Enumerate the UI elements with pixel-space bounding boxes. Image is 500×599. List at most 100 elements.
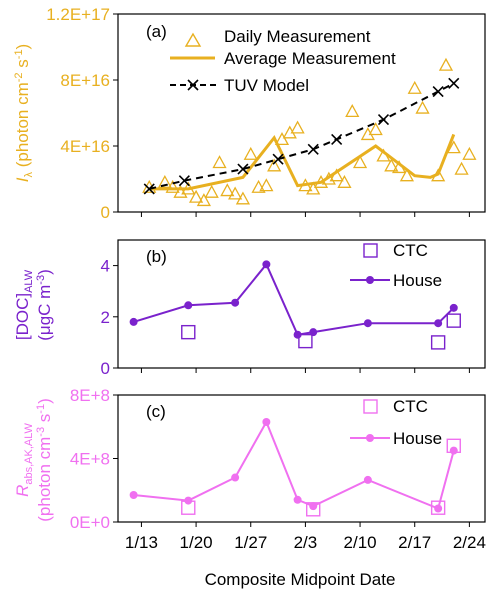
data-point [415,100,430,114]
data-point [165,179,180,193]
data-point [448,77,460,89]
data-point [235,191,251,205]
data-point [251,179,266,193]
legend-label-ctc-c: CTC [393,397,428,416]
legend-marker-ctc-b [363,243,378,258]
panel-label-b: (b) [146,247,167,266]
marks-a [142,57,477,207]
y-tick-label: 0E+0 [70,513,110,532]
data-point [331,133,343,145]
data-point [309,502,318,511]
data-point [430,500,446,515]
data-point [462,146,477,160]
data-point [231,298,240,307]
x-axis-title: Composite Midpoint Date [205,570,396,589]
y-ticks-a: 0 4E+16 8E+16 1.2E+17 [46,5,470,222]
data-point [306,181,321,195]
plot-frame-a [117,13,486,213]
data-point [262,417,271,426]
data-point [243,146,258,160]
marks-b [129,260,461,350]
data-point [129,491,138,500]
data-point [212,155,227,169]
panel-label-c: (c) [146,402,166,421]
data-point [204,184,219,198]
y-axis-title-a: Iλ (photon cm-2 s-1) [13,44,35,182]
data-point [181,324,196,340]
legend-label-house-c: House [393,429,442,448]
data-point [259,178,274,192]
data-point [454,161,469,175]
data-point [434,504,443,513]
data-point [228,186,243,200]
y-tick-label: 1.2E+17 [46,5,110,24]
legend-marker-ctc-c [363,399,378,414]
data-point [430,335,446,350]
data-point [178,175,190,187]
data-point [407,80,422,94]
series-line [149,133,456,191]
legend-label-average: Average Measurement [224,49,396,68]
data-point [446,313,461,328]
data-point [290,120,305,134]
data-point [129,317,138,326]
legend-dot-house-b [366,276,374,284]
data-point [368,122,383,136]
data-point [363,319,372,328]
y-tick-label: 4 [101,257,110,276]
data-point [449,303,458,312]
marks-c [129,417,461,517]
data-point [272,153,284,165]
data-point [293,495,302,504]
y-tick-label: 4E+8 [70,450,110,469]
y-tick-label: 2 [101,308,110,327]
legend-marker-tuv [170,79,216,91]
data-point [188,189,204,203]
data-point [220,183,235,197]
data-point [142,179,157,193]
panel-a: (a) 0 4E+16 8E+16 1.2E+17 Daily Measurement… [13,5,486,222]
data-point [363,475,372,484]
legend-dot-house-c [366,434,374,442]
data-point [157,174,172,188]
legend-b: CTC House [350,241,442,290]
panel-label-a: (a) [146,22,167,41]
data-point [438,57,454,71]
data-point [267,158,282,172]
data-point [309,328,318,337]
data-point [143,183,155,195]
legend-label-daily: Daily Measurement [224,27,371,46]
data-point [231,473,240,482]
data-point [262,260,271,269]
y-tick-label: 8E+8 [70,386,110,405]
data-point [184,301,193,310]
y-axis-title-c-line2: (photon cm-3 s-1) [35,398,54,522]
data-point [184,496,193,505]
panel-c: (c) 0E+0 4E+8 8E+8 CTC House Rabs,AK,ALW (… [13,386,486,532]
data-point [384,158,399,172]
data-point [293,330,302,339]
data-point [432,85,444,98]
data-point [237,163,249,175]
y-tick-label: 4E+16 [60,137,110,156]
x-tick-label: 1/13 [125,533,158,552]
x-tick-label: 2/10 [344,533,377,552]
x-tick-label: 2/17 [398,533,431,552]
data-point [307,143,319,155]
panel-b: (b) 0 2 4 CTC House [DOC]ALW (μgC m-3) [13,239,486,378]
plot-frame-c [117,394,486,523]
legend-label-tuv: TUV Model [224,76,309,95]
y-ticks-c: 0E+0 4E+8 8E+8 [70,386,470,532]
data-point [446,140,461,154]
y-tick-label: 0 [101,359,110,378]
legend-marker-daily [184,32,202,47]
data-point [399,168,415,182]
x-tick-label: 2/24 [453,533,486,552]
legend-a: Daily Measurement Average Measurement TU… [170,27,396,95]
y-axis-title-c-line1: Rabs,AK,ALW [13,422,35,496]
legend-label-ctc-b: CTC [393,241,428,260]
legend-c: CTC House [350,397,442,448]
y-tick-label: 0 [101,203,110,222]
y-tick-label: 8E+16 [60,71,110,90]
